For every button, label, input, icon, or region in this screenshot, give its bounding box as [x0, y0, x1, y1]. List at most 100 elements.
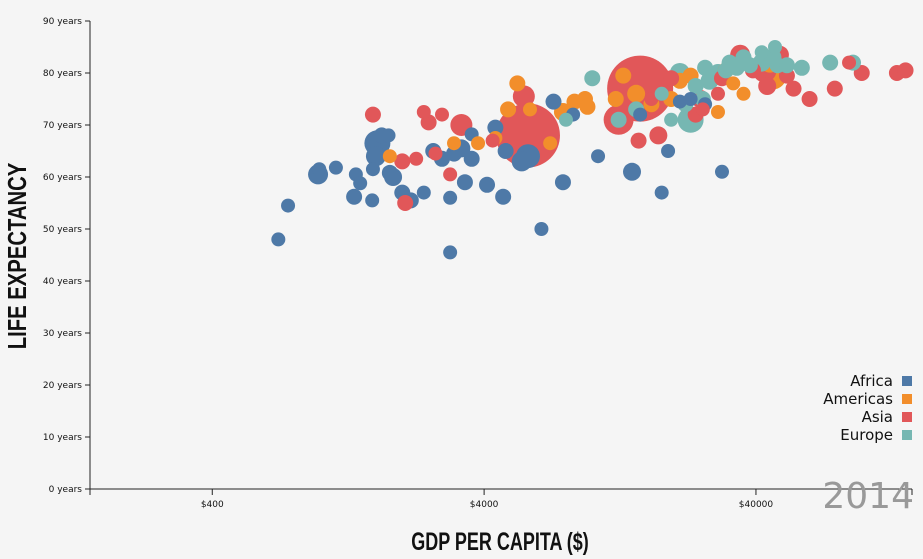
- bubble-americas[interactable]: [471, 136, 486, 151]
- bubble-americas[interactable]: [607, 91, 624, 107]
- y-tick-label: 70 years: [43, 121, 82, 131]
- bubble-asia[interactable]: [663, 70, 680, 87]
- bubble-africa[interactable]: [353, 176, 368, 191]
- bubble-asia[interactable]: [409, 151, 424, 166]
- bubble-europe[interactable]: [654, 86, 669, 101]
- bubble-africa[interactable]: [654, 185, 669, 200]
- bubble-africa[interactable]: [443, 190, 458, 205]
- bubble-africa[interactable]: [365, 193, 380, 208]
- year-label: 2014: [822, 476, 914, 517]
- bubble-africa[interactable]: [443, 245, 458, 260]
- bubble-asia[interactable]: [897, 62, 914, 79]
- bubble-africa[interactable]: [463, 150, 480, 167]
- bubble-africa[interactable]: [554, 174, 571, 191]
- bubble-africa[interactable]: [312, 162, 327, 177]
- bubble-asia[interactable]: [435, 107, 450, 122]
- bubble-europe[interactable]: [767, 40, 782, 54]
- x-axis-title: GDP PER CAPITA ($): [411, 527, 589, 556]
- bubble-europe[interactable]: [822, 54, 839, 71]
- bubble-asia[interactable]: [416, 105, 431, 119]
- bubble-asia[interactable]: [649, 126, 668, 145]
- bubble-asia[interactable]: [710, 86, 725, 101]
- y-tick-label: 50 years: [43, 225, 82, 235]
- y-tick-label: 60 years: [43, 173, 82, 183]
- legend-label-europe: Europe: [840, 426, 893, 444]
- bubble-africa[interactable]: [281, 198, 296, 213]
- bubble-asia[interactable]: [785, 80, 802, 97]
- bubble-europe[interactable]: [793, 59, 810, 76]
- bubble-asia[interactable]: [695, 102, 710, 117]
- bubble-europe[interactable]: [664, 112, 679, 127]
- legend-swatch-europe: [902, 430, 912, 440]
- bubble-europe[interactable]: [687, 78, 704, 94]
- bubble-africa[interactable]: [416, 185, 431, 200]
- bubble-africa[interactable]: [591, 149, 606, 164]
- bubble-africa[interactable]: [381, 164, 398, 181]
- bubble-americas[interactable]: [726, 76, 741, 91]
- bubble-europe[interactable]: [558, 112, 573, 127]
- y-tick-label: 20 years: [43, 381, 82, 391]
- legend-label-africa: Africa: [850, 372, 893, 390]
- bubble-europe[interactable]: [778, 57, 795, 74]
- bubble-africa[interactable]: [623, 162, 642, 181]
- bubble-africa[interactable]: [365, 162, 380, 177]
- bubble-europe[interactable]: [610, 111, 627, 128]
- bubble-europe[interactable]: [741, 57, 758, 74]
- bubble-asia[interactable]: [428, 146, 443, 161]
- bubble-asia[interactable]: [397, 195, 414, 211]
- bubble-africa[interactable]: [271, 232, 286, 247]
- bubble-africa[interactable]: [495, 188, 512, 205]
- bubble-americas[interactable]: [543, 136, 558, 151]
- bubble-asia[interactable]: [826, 80, 843, 97]
- bubble-africa[interactable]: [683, 92, 698, 106]
- x-tick-label: $400: [201, 500, 224, 510]
- chart-marks: [271, 40, 914, 260]
- bubble-asia[interactable]: [801, 91, 818, 107]
- bubble-africa[interactable]: [479, 176, 496, 193]
- bubble-asia[interactable]: [842, 55, 857, 70]
- y-tick-label: 80 years: [43, 69, 82, 79]
- bubble-americas[interactable]: [710, 105, 725, 119]
- bubble-americas[interactable]: [509, 75, 526, 92]
- bubble-africa[interactable]: [633, 107, 648, 122]
- bubble-africa[interactable]: [714, 164, 729, 179]
- bubble-africa[interactable]: [511, 151, 532, 172]
- bubble-africa[interactable]: [365, 146, 386, 167]
- bubble-americas[interactable]: [579, 98, 596, 115]
- y-tick-label: 30 years: [43, 329, 82, 339]
- legend-label-americas: Americas: [823, 390, 893, 408]
- bubble-africa[interactable]: [381, 128, 396, 143]
- bubble-europe[interactable]: [584, 70, 601, 87]
- bubble-asia[interactable]: [364, 106, 381, 123]
- bubble-africa[interactable]: [328, 160, 343, 175]
- bubble-americas[interactable]: [736, 86, 751, 101]
- bubble-americas[interactable]: [382, 149, 397, 164]
- bubble-asia[interactable]: [758, 77, 777, 95]
- bubble-africa[interactable]: [545, 93, 562, 110]
- legend-swatch-americas: [902, 394, 912, 404]
- bubble-asia[interactable]: [394, 153, 411, 170]
- bubble-africa[interactable]: [661, 144, 676, 158]
- bubble-europe[interactable]: [697, 59, 714, 76]
- bubble-africa[interactable]: [497, 143, 514, 159]
- bubble-africa[interactable]: [446, 145, 463, 162]
- bubble-asia[interactable]: [443, 167, 458, 182]
- bubble-asia[interactable]: [630, 132, 647, 149]
- bubble-africa[interactable]: [487, 119, 504, 136]
- x-tick-label: $4000: [470, 500, 499, 510]
- bubble-europe[interactable]: [754, 45, 769, 60]
- bubble-africa[interactable]: [672, 94, 687, 109]
- bubble-africa[interactable]: [456, 174, 473, 191]
- x-axis: $400 $4000 $40000: [89, 488, 913, 510]
- bubble-americas[interactable]: [500, 101, 517, 118]
- bubble-africa[interactable]: [346, 188, 363, 205]
- bubble-americas[interactable]: [522, 102, 537, 117]
- bubble-africa[interactable]: [534, 222, 549, 236]
- bubble-asia[interactable]: [485, 133, 500, 148]
- bubble-americas[interactable]: [447, 136, 462, 151]
- y-tick-label: 10 years: [43, 433, 82, 443]
- bubble-americas[interactable]: [615, 67, 632, 84]
- bubble-americas[interactable]: [627, 84, 646, 103]
